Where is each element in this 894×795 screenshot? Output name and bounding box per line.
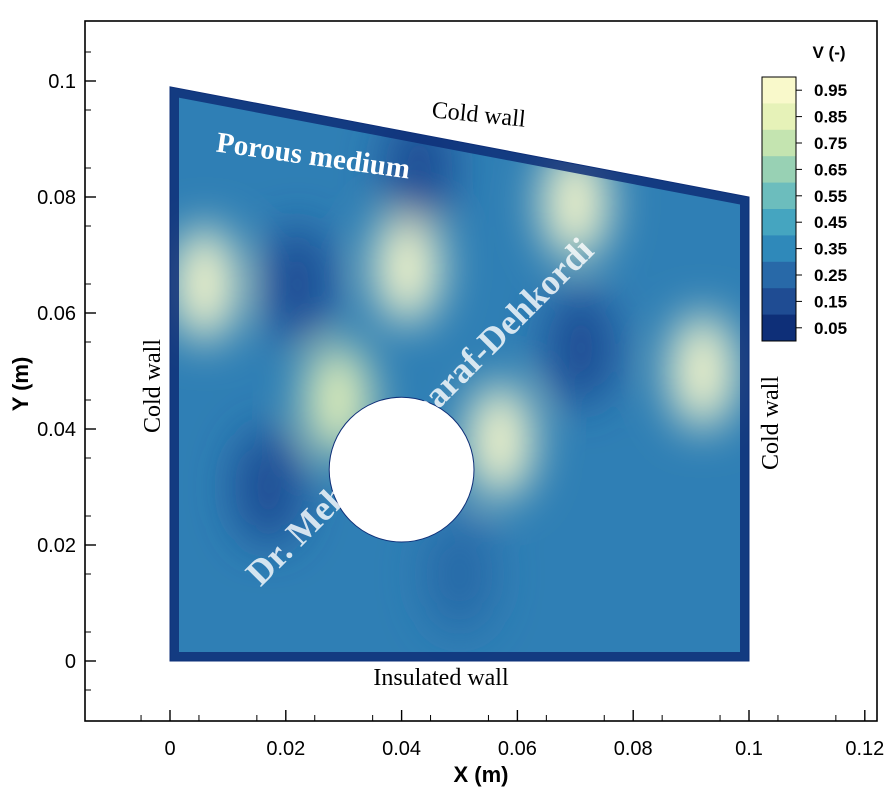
field-peak-4 bbox=[466, 382, 534, 499]
legend-swatch bbox=[762, 235, 796, 263]
legend-title: V (-) bbox=[812, 43, 845, 62]
field-peak-5 bbox=[547, 289, 616, 406]
x-tick-label: 0.1 bbox=[735, 738, 763, 760]
x-tick-label: 0 bbox=[164, 738, 175, 760]
legend-swatch bbox=[762, 209, 796, 236]
legend-level-label: 0.75 bbox=[814, 134, 847, 153]
legend-swatch bbox=[762, 77, 796, 104]
legend-swatch bbox=[762, 314, 796, 342]
y-tick-label: 0.06 bbox=[37, 303, 76, 325]
x-tick-label: 0.02 bbox=[266, 738, 305, 760]
legend-level-label: 0.15 bbox=[814, 292, 847, 311]
color-legend: V (-) 0.95 0.85 0.75 0.65 0.55 0.45 0.35 0.25 0.… bbox=[761, 43, 847, 342]
legend-level-label: 0.85 bbox=[814, 108, 847, 127]
label-top-wall: Cold wall bbox=[431, 97, 527, 132]
label-bottom-wall: Insulated wall bbox=[373, 665, 509, 691]
y-tick-label: 0 bbox=[65, 651, 76, 673]
field-peak-6 bbox=[668, 313, 737, 429]
domain-outline bbox=[169, 86, 750, 662]
field-peak-2 bbox=[263, 226, 332, 342]
legend-swatch bbox=[762, 182, 796, 210]
label-left-wall: Cold wall bbox=[140, 339, 166, 433]
y-axis-ticks: 0 0.02 0.04 0.06 0.08 0.1 bbox=[37, 51, 96, 691]
y-tick-label: 0.08 bbox=[37, 187, 76, 209]
field-peak-1 bbox=[170, 226, 239, 342]
x-axis-title: X (m) bbox=[454, 762, 509, 787]
label-right-wall: Cold wall bbox=[758, 376, 784, 470]
legend-level-label: 0.05 bbox=[814, 319, 847, 338]
legend-level-label: 0.35 bbox=[814, 240, 847, 259]
legend-swatch bbox=[762, 103, 796, 131]
field-peak-11 bbox=[425, 516, 494, 632]
field-peak-9 bbox=[234, 429, 303, 545]
plot-frame bbox=[84, 20, 878, 722]
y-tick-label: 0.02 bbox=[37, 535, 76, 557]
y-axis-title: Y (m) bbox=[8, 357, 33, 412]
x-tick-label: 0.06 bbox=[498, 738, 537, 760]
circular-obstacle bbox=[328, 396, 475, 543]
y-tick-label: 0.1 bbox=[48, 71, 76, 93]
x-tick-label: 0.08 bbox=[614, 738, 653, 760]
legend-level-label: 0.25 bbox=[814, 266, 847, 285]
legend-swatch bbox=[762, 288, 796, 316]
legend-level-label: 0.45 bbox=[814, 213, 847, 232]
y-tick-label: 0.04 bbox=[37, 419, 76, 441]
legend-level-label: 0.55 bbox=[814, 187, 847, 206]
legend-border bbox=[761, 76, 797, 342]
legend-swatch bbox=[762, 129, 796, 157]
legend-level-label: 0.95 bbox=[814, 81, 847, 100]
x-tick-label: 0.12 bbox=[845, 738, 884, 760]
x-axis-ticks: 0 0.02 0.04 0.06 0.08 0.1 0.12 bbox=[140, 710, 884, 760]
field-peak-3 bbox=[373, 208, 442, 325]
legend-swatch bbox=[762, 261, 796, 289]
legend-swatch bbox=[762, 156, 796, 184]
x-tick-label: 0.04 bbox=[382, 738, 421, 760]
legend-level-label: 0.65 bbox=[814, 160, 847, 179]
